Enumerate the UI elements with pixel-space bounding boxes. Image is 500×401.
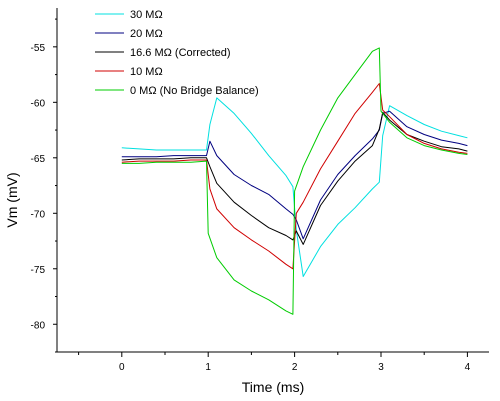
- legend-label: 0 MΩ (No Bridge Balance): [130, 85, 259, 97]
- y-tick-label: -65: [31, 154, 46, 165]
- x-tick-label: 0: [119, 362, 125, 373]
- series-line-3: [121, 83, 468, 270]
- y-tick-label: -80: [31, 320, 46, 331]
- legend-label: 30 MΩ: [130, 9, 163, 21]
- x-axis-title: Time (ms): [242, 379, 304, 395]
- y-tick-label: -75: [31, 265, 46, 276]
- x-tick-label: 2: [292, 362, 298, 373]
- series-group: [121, 47, 468, 315]
- axes: [56, 8, 489, 353]
- legend: 30 MΩ 20 MΩ 16.6 MΩ (Corrected) 10 MΩ 0 MΩ (…: [95, 9, 259, 97]
- legend-label: 16.6 MΩ (Corrected): [130, 47, 231, 59]
- x-tick-label: 4: [465, 362, 471, 373]
- legend-label: 20 MΩ: [130, 28, 163, 40]
- y-axis-title: Vm (mV): [4, 172, 20, 227]
- ticks: -80 -75 -70 -65 -60 -55 0 1 2 3 4: [31, 18, 471, 373]
- series-line-2: [121, 111, 468, 245]
- series-line-0: [121, 97, 468, 277]
- series-line-4: [121, 47, 468, 315]
- y-tick-label: -60: [31, 98, 46, 109]
- y-tick-label: -70: [31, 209, 46, 220]
- x-tick-label: 1: [205, 362, 211, 373]
- y-tick-label: -55: [31, 43, 46, 54]
- legend-label: 10 MΩ: [130, 66, 163, 78]
- x-tick-label: 3: [378, 362, 384, 373]
